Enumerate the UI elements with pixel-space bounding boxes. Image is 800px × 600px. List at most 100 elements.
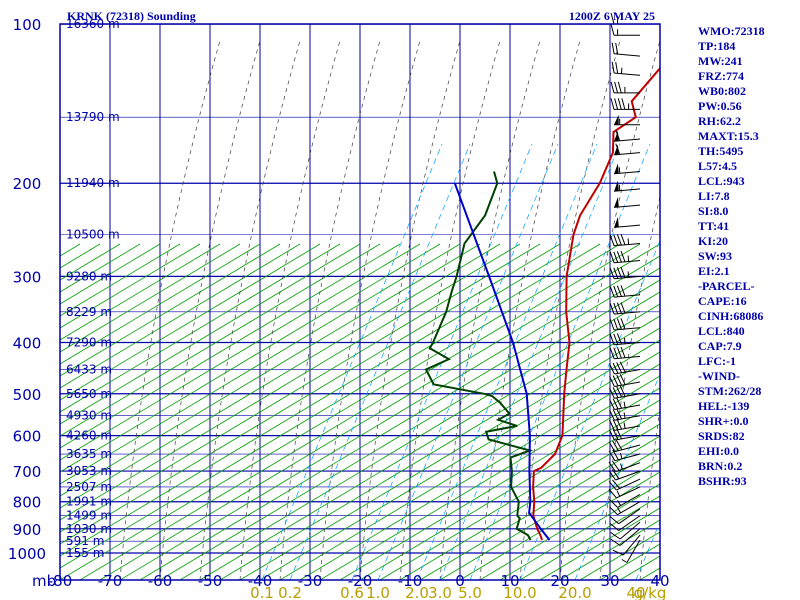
- wind-barb: [614, 163, 641, 175]
- wind-barb: [609, 408, 641, 421]
- moist-adiabat-line: [479, 39, 581, 580]
- wind-barb: [609, 346, 641, 360]
- wind-barb: [609, 428, 641, 441]
- sounding-index: RH:62.2: [698, 114, 741, 128]
- wind-barb-flag: [616, 267, 622, 279]
- wind-barb: [614, 143, 641, 156]
- wind-barb: [609, 318, 641, 331]
- mixing-ratio-line: [377, 143, 559, 580]
- wind-barb-shaft: [614, 327, 641, 331]
- wind-barb-shaft: [615, 470, 641, 481]
- wind-barb-flag: [616, 408, 623, 420]
- height-tick-label: 13790 m: [66, 110, 120, 124]
- wind-barb: [609, 285, 641, 298]
- dry-adiabat-line: [359, 399, 660, 580]
- dry-adiabat-line: [60, 243, 561, 545]
- dry-adiabat-line: [60, 243, 361, 425]
- dry-adiabat-line: [159, 279, 660, 580]
- wind-barb-half-flag: [620, 67, 623, 74]
- sounding-index: MW:241: [698, 54, 743, 68]
- sounding-index: LFC:-1: [698, 354, 736, 368]
- height-tick-label: 7290 m: [66, 335, 112, 349]
- pressure-tick-label: 300: [13, 268, 42, 286]
- wind-barb-shaft: [619, 528, 641, 546]
- wind-barb-flag: [609, 375, 615, 387]
- wind-barb-flag: [612, 549, 624, 556]
- moist-adiabat-line: [319, 39, 421, 580]
- dry-adiabat-line: [60, 243, 321, 401]
- wind-barb: [610, 528, 641, 546]
- sounding-index: LCL:943: [698, 174, 745, 188]
- wind-barb-shaft: [614, 294, 641, 298]
- dry-adiabat-line: [60, 243, 201, 329]
- wind-barb: [609, 385, 641, 399]
- wind-barb-flag: [611, 42, 615, 54]
- wind-barb-flag: [610, 98, 615, 110]
- wind-barb-flag: [616, 251, 622, 263]
- mixing-ratio-label: 40: [626, 584, 645, 600]
- wind-barb: [609, 333, 641, 346]
- wind-barb-flag: [619, 361, 626, 373]
- dry-adiabat-line: [199, 303, 660, 580]
- wind-barb-half-flag: [621, 559, 628, 563]
- wind-barb-flag: [609, 499, 618, 508]
- wind-barb-flag: [613, 251, 619, 263]
- wind-barb-flag: [615, 143, 621, 155]
- wind-barb-shaft: [614, 275, 641, 280]
- sounding-index: KI:20: [698, 234, 728, 248]
- dry-adiabat-line: [60, 243, 341, 413]
- dry-adiabat-line: [379, 411, 660, 580]
- wind-barb-flag: [620, 318, 626, 330]
- sounding-index: CINH:68086: [698, 309, 764, 323]
- wind-barb-flag: [615, 42, 619, 55]
- wind-barb: [609, 397, 641, 410]
- pressure-tick-label: 1000: [8, 545, 46, 563]
- wind-barb: [608, 460, 641, 473]
- wind-barb-flag: [615, 62, 619, 74]
- wind-barb-flag: [616, 374, 623, 386]
- wind-barb-half-flag: [624, 337, 626, 344]
- sounding-index: LCL:840: [698, 324, 745, 338]
- moist-adiabat-line: [279, 39, 381, 580]
- height-tick-label: 4260 m: [66, 429, 112, 443]
- wind-barb-pennant: [614, 197, 619, 208]
- wind-barb-flag: [615, 439, 623, 451]
- mixing-ratio-label: 2.0: [405, 584, 429, 600]
- wind-barb: [610, 24, 640, 36]
- mixing-ratio-line: [519, 239, 660, 580]
- sounding-index: CAPE:16: [698, 294, 747, 308]
- dry-adiabat-line: [479, 471, 660, 580]
- wind-barb-flag: [612, 428, 619, 440]
- wind-barb-flag: [609, 387, 615, 399]
- wind-barb-shaft: [618, 508, 641, 525]
- mixing-ratio-label: 1.0: [366, 584, 390, 600]
- wind-barb-half-flag: [623, 422, 626, 429]
- wind-barb-flag: [608, 441, 616, 452]
- sounding-index: MAXT:15.3: [698, 129, 759, 143]
- moist-adiabat-line: [359, 39, 461, 580]
- sounding-index: L57:4.5: [698, 159, 737, 173]
- dewpoint-trace: [424, 171, 534, 541]
- wind-barb-shaft: [614, 393, 641, 399]
- mixing-ratio-line: [439, 143, 621, 580]
- wind-barb: [609, 501, 641, 516]
- wind-barb-flag: [612, 375, 619, 387]
- wind-barb: [609, 361, 641, 375]
- mixing-ratio-line: [416, 143, 598, 580]
- x-axis-units-label: mb: [32, 572, 56, 590]
- wind-barb-flag: [611, 460, 620, 471]
- wind-barb: [610, 521, 641, 540]
- wind-barb-flag: [609, 286, 615, 298]
- wind-barb-shaft: [614, 72, 641, 76]
- wind-barb-pennant: [614, 163, 619, 174]
- wind-barb: [621, 539, 641, 563]
- wind-barb: [609, 250, 641, 264]
- temperature-tick-label: 10: [500, 572, 519, 590]
- dry-adiabat-line: [60, 243, 461, 485]
- dry-adiabat-line: [339, 387, 660, 580]
- height-tick-label: 1991 m: [66, 495, 112, 509]
- wind-barb-half-flag: [627, 238, 630, 245]
- wind-barb-shaft: [614, 444, 641, 453]
- sounding-index: SRDS:82: [698, 429, 745, 443]
